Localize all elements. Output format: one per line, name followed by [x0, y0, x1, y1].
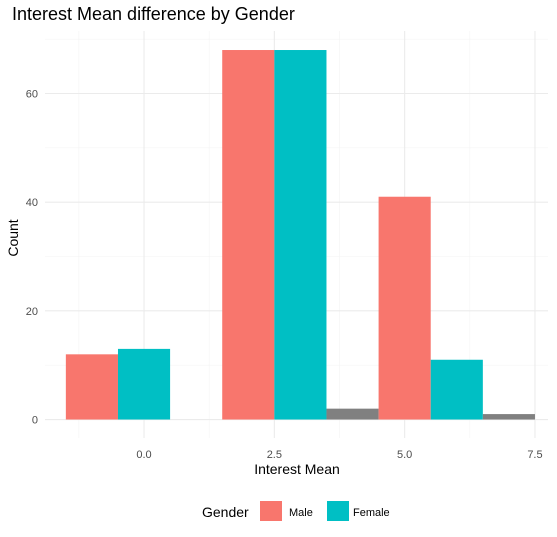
y-tick-label: 0: [32, 415, 38, 427]
x-tick-label: 2.5: [267, 449, 282, 461]
x-axis-title: Interest Mean: [254, 461, 340, 477]
y-tick-label: 60: [26, 88, 38, 100]
bar-na: [326, 408, 379, 420]
chart-title: Interest Mean difference by Gender: [12, 4, 295, 24]
bar-female: [117, 348, 171, 420]
axis-ticks: 0.0 2.5 5.0 7.5 0 20 40 60: [26, 88, 543, 461]
x-tick-label: 0.0: [136, 449, 151, 461]
bars: [65, 50, 535, 420]
bar-male: [65, 354, 118, 420]
x-tick-label: 7.5: [527, 449, 542, 461]
y-axis-title: Count: [5, 219, 21, 256]
legend-key-male: [260, 501, 282, 521]
y-tick-label: 40: [26, 197, 38, 209]
bar-male: [222, 50, 275, 420]
bar-male: [378, 196, 431, 420]
legend-label-male: Male: [289, 507, 313, 519]
legend-key-female: [327, 501, 349, 521]
legend: Gender Male Female: [202, 501, 390, 521]
x-tick-label: 5.0: [397, 449, 412, 461]
bar-female: [430, 359, 483, 420]
legend-label-female: Female: [353, 507, 390, 519]
bar-female: [274, 50, 327, 420]
y-tick-label: 20: [26, 306, 38, 318]
legend-title: Gender: [202, 504, 249, 520]
bar-na: [482, 414, 535, 420]
